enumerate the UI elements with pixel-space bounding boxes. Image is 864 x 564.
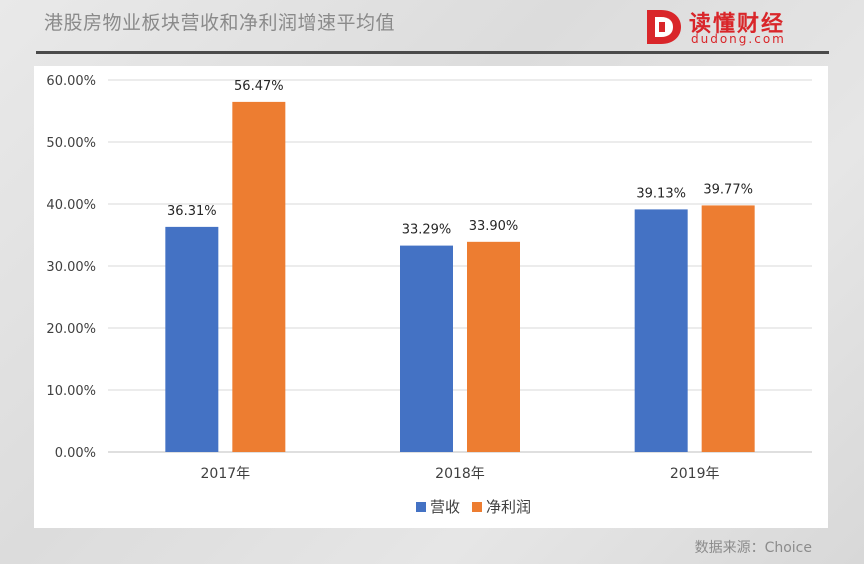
y-tick-label: 0.00% <box>55 446 96 461</box>
x-tick-label: 2019年 <box>670 466 720 482</box>
bar-revenue <box>400 245 453 452</box>
bar-profit <box>701 205 755 452</box>
logo-mark-icon <box>647 10 681 44</box>
source-note: 数据来源：Choice <box>694 540 812 556</box>
data-label: 33.90% <box>469 219 519 234</box>
legend-label: 营收 <box>430 498 460 516</box>
legend-label: 净利润 <box>486 498 531 516</box>
y-tick-label: 40.00% <box>46 198 96 213</box>
bar-chart: 0.00% 10.00% 20.00% 30.00% 40.00% 50.00% 60.00… <box>46 74 812 516</box>
x-tick-label: 2017年 <box>201 466 251 482</box>
header-divider <box>36 51 829 54</box>
brand-logo: 读懂财经 dudong.com <box>643 6 823 46</box>
legend-swatch <box>416 502 426 512</box>
x-tick-label: 2018年 <box>435 466 485 482</box>
y-tick-label: 50.00% <box>46 136 96 151</box>
data-label: 56.47% <box>234 79 284 94</box>
data-label: 39.77% <box>703 182 753 197</box>
y-tick-label: 10.00% <box>46 384 96 399</box>
y-tick-label: 30.00% <box>46 260 96 275</box>
y-tick-label: 60.00% <box>46 74 96 89</box>
bar-revenue <box>165 226 219 452</box>
legend-swatch <box>472 502 482 512</box>
page-title: 港股房物业板块营收和净利润增速平均值 <box>44 12 396 34</box>
logo-text: 读懂财经 <box>689 12 786 37</box>
data-label: 39.13% <box>636 186 686 201</box>
bar-profit <box>467 241 520 452</box>
chart-panel: 0.00% 10.00% 20.00% 30.00% 40.00% 50.00% 60.00… <box>34 66 828 528</box>
logo-domain: dudong.com <box>691 32 786 46</box>
data-label: 33.29% <box>402 223 452 238</box>
data-label: 36.31% <box>167 204 217 219</box>
bar-revenue <box>634 209 688 452</box>
y-tick-label: 20.00% <box>46 322 96 337</box>
bar-profit <box>232 101 286 453</box>
